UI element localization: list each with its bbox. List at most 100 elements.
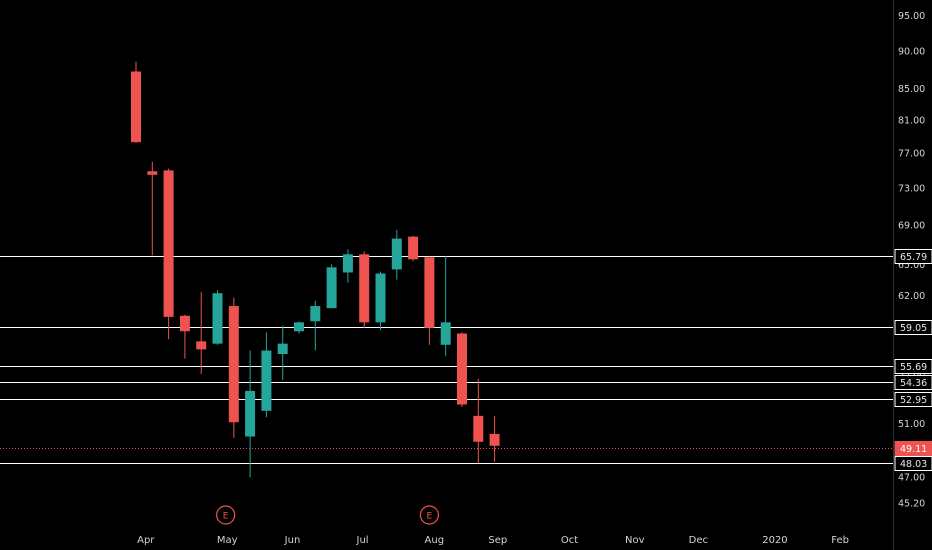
candle	[489, 415, 500, 462]
x-tick-label: 2020	[762, 535, 787, 546]
candle	[391, 229, 402, 280]
candle	[375, 271, 386, 331]
candle-body	[457, 333, 467, 405]
horizontal-levels	[0, 256, 893, 464]
earnings-circle	[419, 505, 439, 525]
x-tick-label: Aug	[425, 535, 445, 546]
candle-body	[342, 254, 353, 273]
y-tick-label: 77.00	[898, 149, 925, 160]
candle-body	[359, 254, 370, 323]
candle-body	[440, 322, 451, 345]
y-tick-label: 81.00	[898, 115, 925, 126]
candle-body	[245, 390, 256, 437]
x-tick-label: Jun	[284, 535, 301, 546]
candle	[326, 264, 337, 309]
price-label-text: 52.95	[900, 395, 927, 406]
x-tick-label: Jul	[356, 535, 369, 546]
x-tick-label: Apr	[137, 535, 155, 546]
candle-body	[179, 315, 190, 332]
candle	[131, 61, 141, 143]
y-tick-label: 73.00	[898, 184, 925, 195]
candle-body	[131, 71, 141, 143]
candle	[196, 292, 207, 374]
candlesticks	[131, 61, 500, 478]
price-label-box: 59.05	[894, 320, 932, 335]
price-label-bg	[894, 249, 932, 264]
price-label-box: 52.95	[894, 392, 932, 407]
candle-body	[228, 306, 239, 423]
candle-body	[261, 350, 272, 411]
candle-body	[391, 238, 402, 270]
price-label-box: 49.11	[894, 441, 932, 456]
price-label-bg	[894, 320, 932, 335]
time-axis[interactable]: Apr May Jun Jul Aug Sep Oct Nov Dec 2020 Feb	[137, 535, 849, 546]
candle	[457, 332, 467, 408]
candle-body	[163, 170, 174, 317]
x-tick-label: Sep	[488, 535, 507, 546]
x-tick-label: Oct	[561, 535, 578, 546]
y-tick-label: 62.00	[898, 291, 925, 302]
candle	[473, 378, 484, 464]
candle-body	[424, 257, 435, 328]
y-tick-label: 85.00	[898, 84, 925, 95]
candle-body	[473, 415, 484, 442]
price-label-box: 65.79	[894, 249, 932, 264]
y-tick-label: 95.00	[898, 11, 925, 22]
y-tick-label: 47.00	[898, 473, 925, 484]
candle-body	[408, 236, 419, 260]
candle-body	[326, 267, 337, 309]
price-label-bg	[894, 375, 932, 390]
x-tick-label: May	[217, 535, 238, 546]
candle	[277, 325, 288, 380]
y-tick-label: 69.00	[898, 221, 925, 232]
candle	[342, 249, 353, 283]
candle	[147, 161, 158, 256]
price-label-box: 55.69	[894, 359, 932, 374]
candle	[408, 235, 419, 262]
level-price-labels: 65.79 59.05 55.69 54.36 52.95 48.03 49.11	[894, 249, 932, 471]
y-tick-label: 55.00	[898, 369, 925, 380]
candle-body	[310, 306, 321, 322]
x-tick-label: Feb	[831, 535, 849, 546]
earnings-marker[interactable]: E	[419, 505, 439, 525]
earnings-circle	[216, 505, 236, 525]
earnings-label: E	[223, 512, 229, 522]
y-tick-label: 90.00	[898, 46, 925, 57]
price-label-text: 59.05	[900, 323, 927, 334]
x-tick-label: Nov	[625, 535, 645, 546]
candle	[424, 256, 435, 345]
candle	[245, 350, 256, 478]
price-label-bg	[894, 456, 932, 471]
price-label-bg	[894, 392, 932, 407]
price-label-bg	[894, 441, 932, 456]
price-label-text: 54.36	[900, 378, 927, 389]
y-tick-label: 51.00	[898, 419, 925, 430]
earnings-label: E	[427, 512, 433, 522]
candle-body	[294, 322, 304, 332]
price-label-box: 54.36	[894, 375, 932, 390]
candle-body	[277, 343, 288, 354]
candle	[212, 290, 223, 345]
candle	[163, 168, 174, 340]
candle	[440, 256, 451, 357]
y-tick-label: 45.20	[898, 498, 925, 509]
price-label-text: 65.79	[900, 252, 927, 263]
candle	[261, 332, 272, 418]
price-label-bg	[894, 359, 932, 374]
candle-body	[489, 433, 500, 446]
candle	[359, 251, 370, 328]
x-tick-label: Dec	[689, 535, 708, 546]
candle-body	[212, 293, 223, 344]
y-tick-label: 65.00	[898, 260, 925, 271]
price-label-box: 48.03	[894, 456, 932, 471]
candle	[294, 321, 304, 334]
price-label-text: 48.03	[900, 459, 927, 470]
candle	[179, 314, 190, 359]
earnings-marker[interactable]: E	[216, 505, 236, 525]
price-label-text: 49.11	[900, 444, 927, 455]
candle-body	[196, 341, 207, 350]
candle	[310, 300, 321, 351]
candle-body	[147, 171, 158, 175]
